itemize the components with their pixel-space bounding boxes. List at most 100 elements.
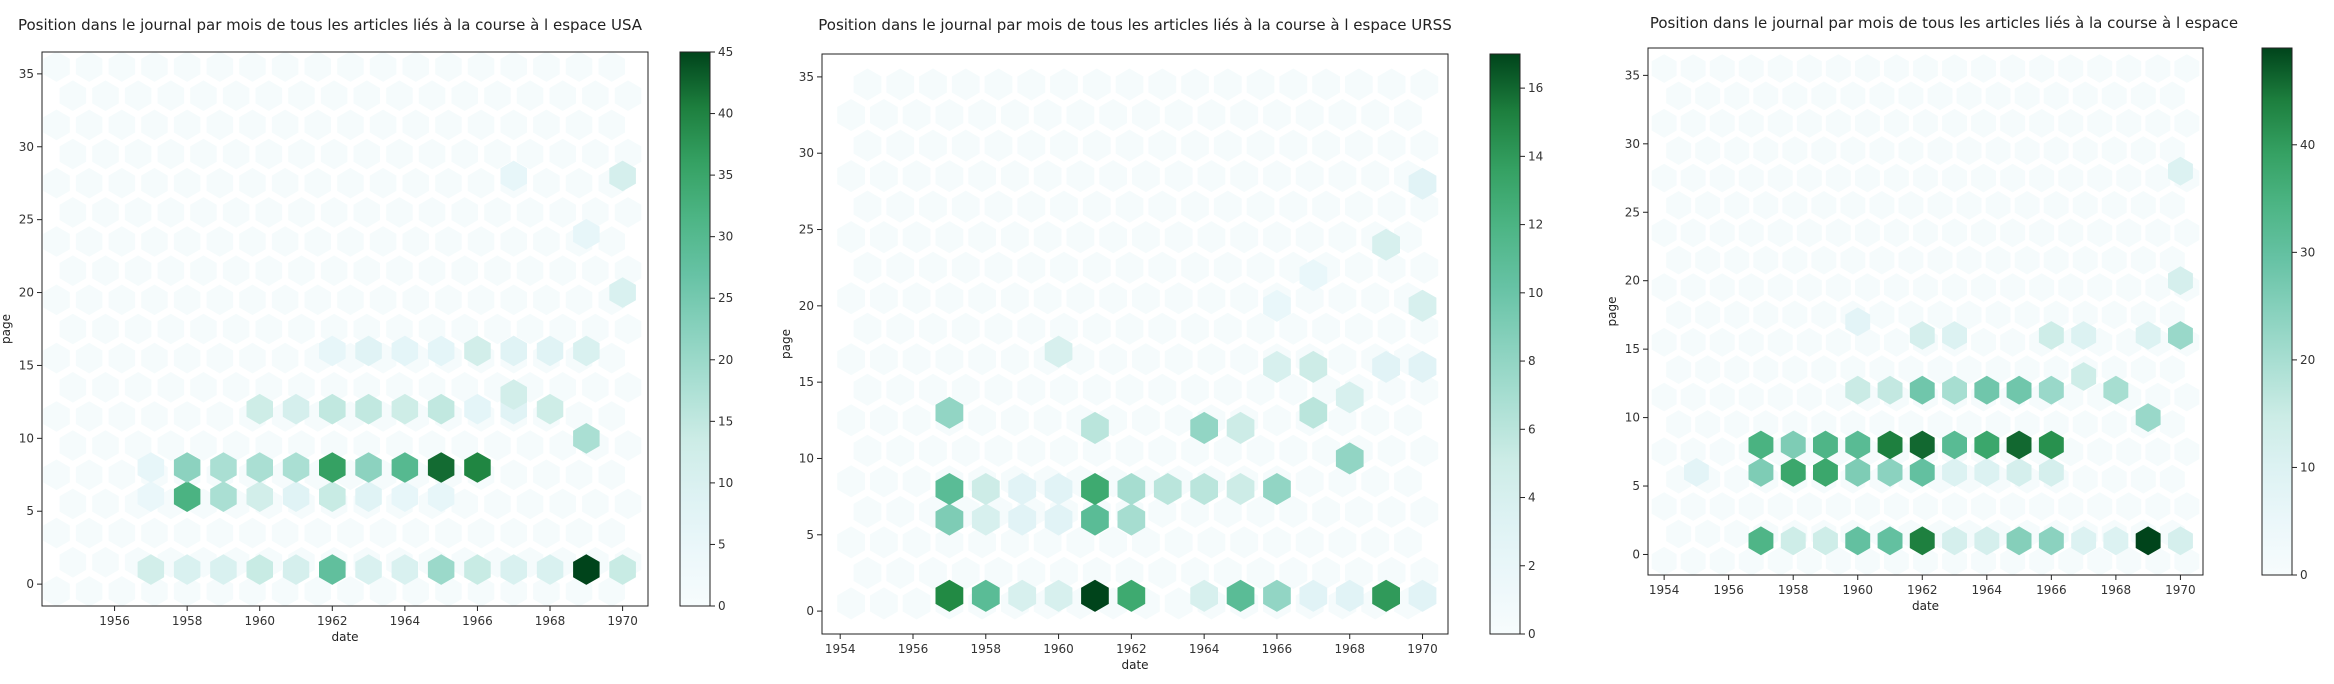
background-bin	[1753, 191, 1779, 220]
background-bin	[1738, 382, 1764, 412]
background-bin	[1099, 282, 1127, 315]
background-bin	[565, 284, 593, 316]
x-tick-label: 1956	[898, 642, 929, 656]
hexbin-cell	[2006, 430, 2032, 460]
background-bin	[1295, 526, 1324, 559]
background-bin	[1695, 245, 1721, 275]
background-bin	[43, 517, 70, 549]
background-bin	[886, 434, 915, 467]
hexbin-cell	[1044, 503, 1073, 536]
background-bin	[516, 255, 544, 286]
hexbin-cell	[573, 218, 600, 250]
background-bin	[288, 138, 315, 170]
background-bin	[43, 109, 70, 141]
background-bin	[304, 167, 331, 199]
background-bin	[1017, 129, 1046, 162]
background-bin	[1738, 273, 1764, 302]
background-bin	[1246, 495, 1275, 528]
background-bin	[837, 587, 865, 620]
background-bin	[2101, 464, 2127, 494]
background-bin	[886, 68, 915, 101]
background-bin	[919, 190, 947, 223]
background-bin	[190, 138, 217, 170]
hexbin-cell	[500, 554, 527, 585]
background-bin	[2072, 464, 2098, 494]
background-bin	[418, 197, 446, 228]
background-bin	[1695, 355, 1721, 384]
background-bin	[2159, 191, 2185, 220]
hexbin-cell	[319, 393, 346, 425]
background-bin	[919, 434, 947, 467]
background-bin	[1782, 191, 1808, 220]
hexbin-cell	[1408, 579, 1437, 612]
hexbin-cell	[935, 503, 964, 536]
background-bin	[2087, 437, 2113, 467]
plot-frame	[821, 53, 1449, 635]
background-bin	[1680, 492, 1706, 521]
colorbar-tick-label: 6	[1528, 422, 1536, 436]
hexbin-cell	[1190, 411, 1218, 444]
y-tick-label: 30	[799, 146, 814, 160]
background-bin	[902, 465, 931, 498]
background-bin	[919, 373, 947, 406]
background-bin	[1115, 312, 1144, 345]
background-bin	[1017, 251, 1046, 284]
background-bin	[1115, 434, 1144, 467]
hexbin-cell	[1263, 473, 1291, 505]
hexbin-cell	[536, 554, 564, 585]
hexbin-cell	[609, 277, 636, 308]
hexbin-cell	[609, 160, 636, 192]
background-bin	[1246, 251, 1275, 284]
background-bin	[935, 526, 964, 559]
x-axis-label: date	[1912, 599, 1939, 613]
background-bin	[255, 138, 283, 170]
background-bin	[1985, 136, 2011, 165]
background-bin	[2116, 54, 2142, 83]
background-bin	[2000, 218, 2026, 248]
background-bin	[1345, 129, 1373, 162]
background-bin	[320, 138, 348, 170]
background-bin	[141, 401, 168, 432]
background-bin	[886, 373, 915, 406]
background-bin	[1213, 434, 1242, 467]
hexbin-cell	[210, 554, 237, 585]
hexbin-cell	[427, 452, 455, 483]
hexbin-cell	[1372, 228, 1400, 261]
background-bin	[1181, 251, 1209, 284]
background-bin	[271, 52, 299, 82]
background-bin	[837, 526, 865, 559]
background-bin	[1263, 526, 1291, 559]
background-bin	[108, 342, 136, 374]
background-bin	[239, 226, 266, 257]
background-bin	[902, 160, 931, 193]
background-bin	[157, 430, 185, 461]
hexbin-cell	[137, 452, 165, 483]
background-bin	[1345, 495, 1373, 528]
background-bin	[1913, 273, 1938, 302]
background-bin	[1148, 373, 1177, 406]
background-bin	[1869, 81, 1895, 111]
background-bin	[500, 459, 527, 491]
background-bin	[1377, 68, 1406, 101]
background-bin	[2174, 218, 2200, 248]
background-bin	[43, 459, 70, 491]
background-bin	[1927, 81, 1953, 111]
background-bin	[1767, 492, 1793, 521]
background-bin	[516, 430, 544, 461]
background-bin	[1394, 526, 1422, 559]
background-bin	[1246, 373, 1275, 406]
background-bin	[902, 343, 931, 376]
background-bin	[1197, 282, 1226, 315]
background-bin	[533, 576, 560, 606]
hexbin-cell	[1263, 350, 1291, 383]
hexbin-cell	[2168, 266, 2193, 296]
background-bin	[1869, 245, 1895, 275]
background-bin	[1811, 81, 1837, 111]
background-bin	[1001, 221, 1029, 254]
hexbin-cell	[1008, 579, 1037, 612]
background-bin	[533, 517, 560, 549]
background-bin	[288, 80, 315, 111]
background-bin	[353, 255, 380, 286]
background-bin	[484, 255, 511, 286]
background-bin	[1884, 273, 1909, 302]
